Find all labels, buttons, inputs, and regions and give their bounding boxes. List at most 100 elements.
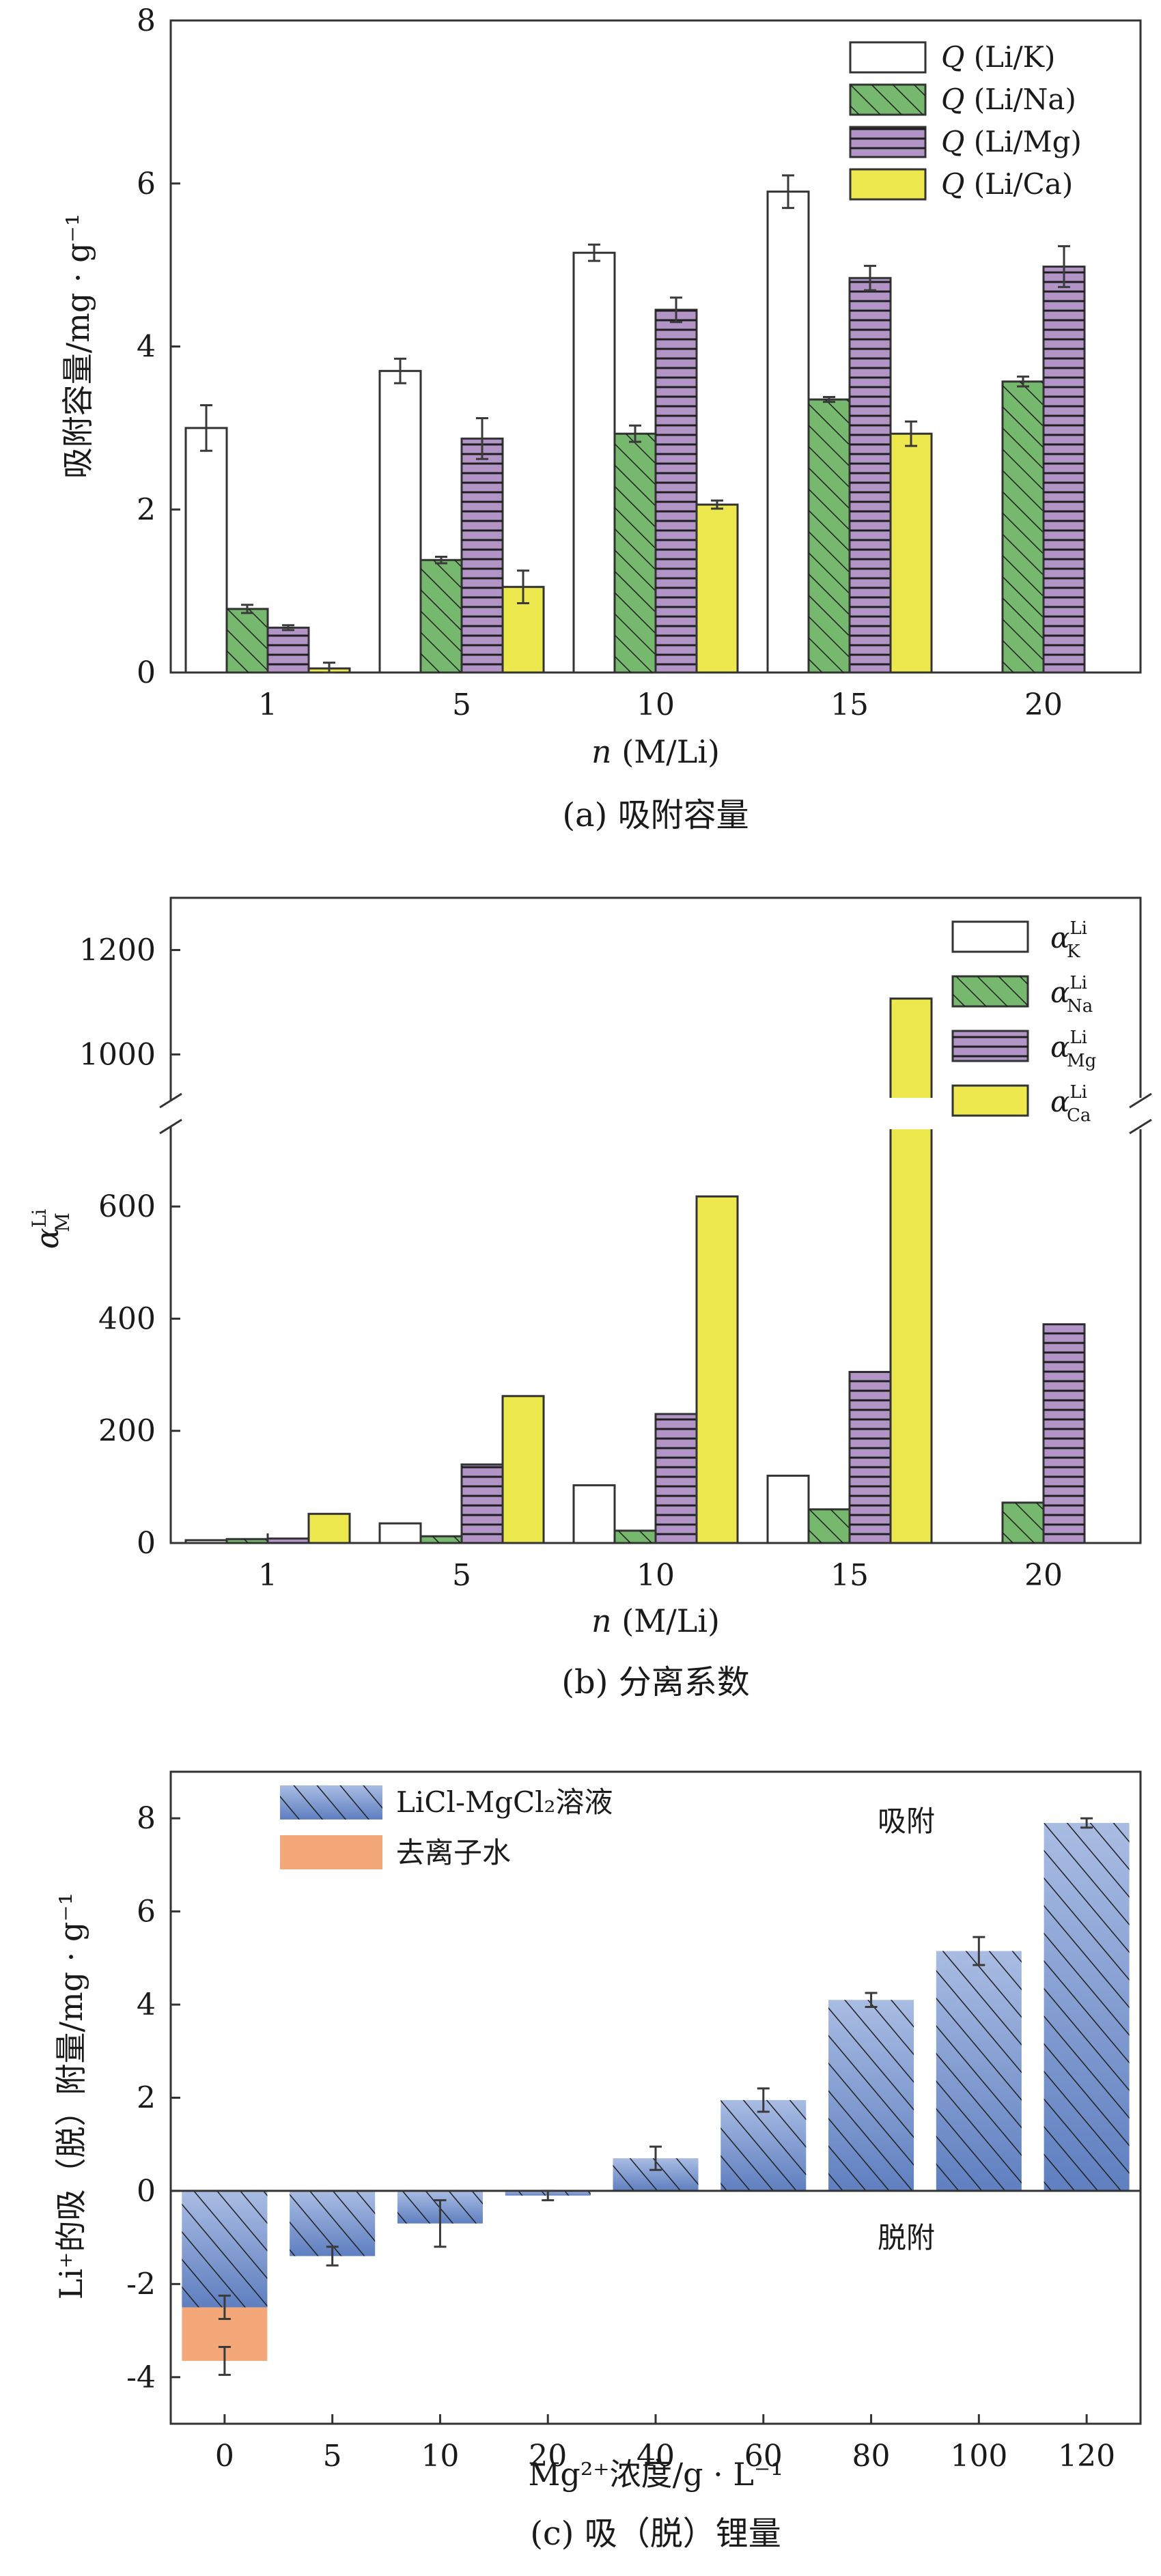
b-legend-label-na: αLi Na (1050, 973, 1093, 1017)
a-bar-mg-15-hatch (850, 278, 891, 673)
a-legend-label-mg: Q (Li/Mg) (941, 125, 1082, 158)
a-ytick-label-6: 6 (137, 167, 156, 201)
b-legend-swatch-na-hatch (953, 976, 1028, 1006)
b-break-slash-0 (159, 1092, 182, 1109)
b-bar-mg-1-hatch (268, 1538, 309, 1543)
panel-a-x-ticks: 1 5 10 15 20 (258, 663, 1063, 722)
b-ytick-label-1000: 1000 (79, 1037, 156, 1072)
panel-a-x-axis-title: n (M/Li) (591, 733, 720, 770)
b-bar-k-10 (572, 1484, 616, 1544)
panel-a-y-ticks: 0 2 4 6 8 (137, 3, 180, 690)
a-ytick-label-4: 4 (137, 330, 156, 365)
panel-b-x-ticks: 1 5 10 15 20 (258, 1533, 1063, 1593)
b-bar-k-1 (184, 1539, 228, 1544)
a-xtick-label-20: 20 (1024, 688, 1063, 722)
b-legend-sup-na: Li (1069, 973, 1087, 993)
b-legend-label-ca: αLi Ca (1050, 1082, 1091, 1126)
a-xtick-label-5: 5 (452, 688, 471, 722)
b-bar-ca-15-lower (889, 1118, 933, 1544)
c-bar-solution-0-hatch (182, 2190, 268, 2308)
b-bar-ca-1 (307, 1512, 351, 1544)
a-ytick-label-0: 0 (137, 655, 156, 690)
b-ytick-label-400: 400 (98, 1301, 156, 1336)
a-legend-swatch-k (849, 41, 927, 74)
panel-b-x-axis-title: n (M/Li) (591, 1602, 720, 1639)
a-xtick-label-15: 15 (830, 688, 869, 722)
panel-b-y-ticks: 0 200 400 600 1000 1200 (79, 933, 180, 1561)
panel-c-annotation-desorption: 脱附 (878, 2221, 935, 2254)
b-legend-sup-mg: Li (1069, 1028, 1087, 1048)
panel-c-annotation-adsorption: 吸附 (878, 1804, 935, 1838)
a-legend-swatch-ca (849, 168, 927, 201)
b-bar-na-5-hatch (421, 1536, 462, 1543)
b-legend-sub-k: K (1067, 942, 1080, 962)
a-bar-k-1 (184, 427, 228, 674)
b-bar-na-10-hatch (615, 1530, 656, 1543)
a-legend-pair-k: (Li/K) (964, 40, 1055, 74)
c-legend-swatch-deionized (280, 1835, 382, 1869)
c-ytick-label--2: -2 (126, 2267, 156, 2302)
c-bar-solution-5-hatch (290, 2190, 376, 2256)
panel-c-y-ticks: -4 -2 0 2 4 6 8 (126, 1801, 180, 2395)
b-ytick-label-200: 200 (98, 1414, 156, 1449)
b-xtick-label-15: 15 (830, 1558, 869, 1593)
a-bar-mg-1-hatch (268, 627, 309, 673)
c-xtick-label-60: 60 (744, 2439, 783, 2474)
c-ytick-label--4: -4 (126, 2360, 156, 2395)
a-legend-pair-mg: (Li/Mg) (964, 125, 1082, 158)
c-bar-solution-60-hatch (721, 2099, 807, 2191)
b-bar-mg-15-hatch (850, 1372, 891, 1543)
b-bar-mg-20-hatch (1044, 1324, 1085, 1543)
b-legend-alpha-na: α (1050, 976, 1069, 1009)
b-xtick-label-1: 1 (258, 1558, 277, 1593)
c-xtick-label-120: 120 (1058, 2439, 1115, 2474)
c-bar-solution-120-hatch (1044, 1823, 1130, 2191)
a-bar-mg-10-hatch (656, 309, 697, 673)
a-bar-ca-10 (695, 503, 739, 674)
b-legend-sub-na: Na (1067, 996, 1093, 1017)
panel-b-y-axis-title-main: α (29, 1228, 66, 1249)
b-legend-sub-ca: Ca (1067, 1105, 1091, 1126)
c-xtick-label-20: 20 (529, 2439, 567, 2474)
c-ytick-label-8: 8 (137, 1801, 156, 1836)
panel-a-bars (184, 174, 1086, 674)
a-bar-k-15 (766, 190, 810, 674)
panel-c-x-ticks: 0 5 10 20 40 60 80 100 120 (215, 2414, 1115, 2474)
b-legend-sub-mg: Mg (1067, 1051, 1096, 1071)
a-legend-label-k: Q (Li/K) (941, 40, 1055, 74)
panel-c-bars (171, 1817, 1141, 2376)
a-legend-swatch-mg-hatch (850, 127, 925, 157)
a-legend-label-na: Q (Li/Na) (941, 83, 1076, 116)
panel-b-bars (184, 997, 1086, 1544)
c-ytick-label-6: 6 (137, 1895, 156, 1929)
b-bar-mg-5-hatch (462, 1464, 503, 1543)
b-ytick-label-1200: 1200 (79, 933, 156, 967)
panel-a-x-axis-title-var: n (591, 733, 612, 770)
b-bar-na-15-hatch (809, 1509, 850, 1543)
b-break-slash-1 (159, 1118, 182, 1135)
panel-a-y-axis-title: 吸附容量/mg · g⁻¹ (59, 214, 96, 479)
c-legend-label-solution: LiCl-MgCl₂溶液 (396, 1785, 613, 1819)
panel-a-x-axis-title-unit: (M/Li) (612, 733, 720, 770)
b-legend-sup-ca: Li (1069, 1082, 1087, 1103)
b-legend-swatch-mg-hatch (953, 1031, 1028, 1061)
c-legend-swatch-solution-hatch (280, 1785, 382, 1820)
b-legend-alpha-mg: α (1050, 1030, 1069, 1064)
a-legend-pair-na: (Li/Na) (964, 83, 1076, 116)
b-legend-swatch-k (951, 920, 1029, 953)
b-break-gap-right (683, 1098, 1161, 1129)
a-bar-na-20-hatch (1003, 381, 1044, 673)
b-legend-sup-k: Li (1069, 918, 1087, 939)
a-legend-swatch-na-hatch (850, 85, 925, 115)
b-xtick-label-10: 10 (637, 1558, 675, 1593)
b-xtick-label-5: 5 (452, 1558, 471, 1593)
c-xtick-label-80: 80 (852, 2439, 891, 2474)
a-legend-q-ca: Q (941, 167, 964, 201)
c-legend-label-deionized: 去离子水 (396, 1836, 511, 1869)
panel-b-y-axis-title-sub: M (51, 1213, 74, 1232)
panel-c-x-axis-title: Mg²⁺浓度/g · L⁻¹ (528, 2456, 783, 2493)
a-legend-pair-ca: (Li/Ca) (964, 167, 1073, 201)
